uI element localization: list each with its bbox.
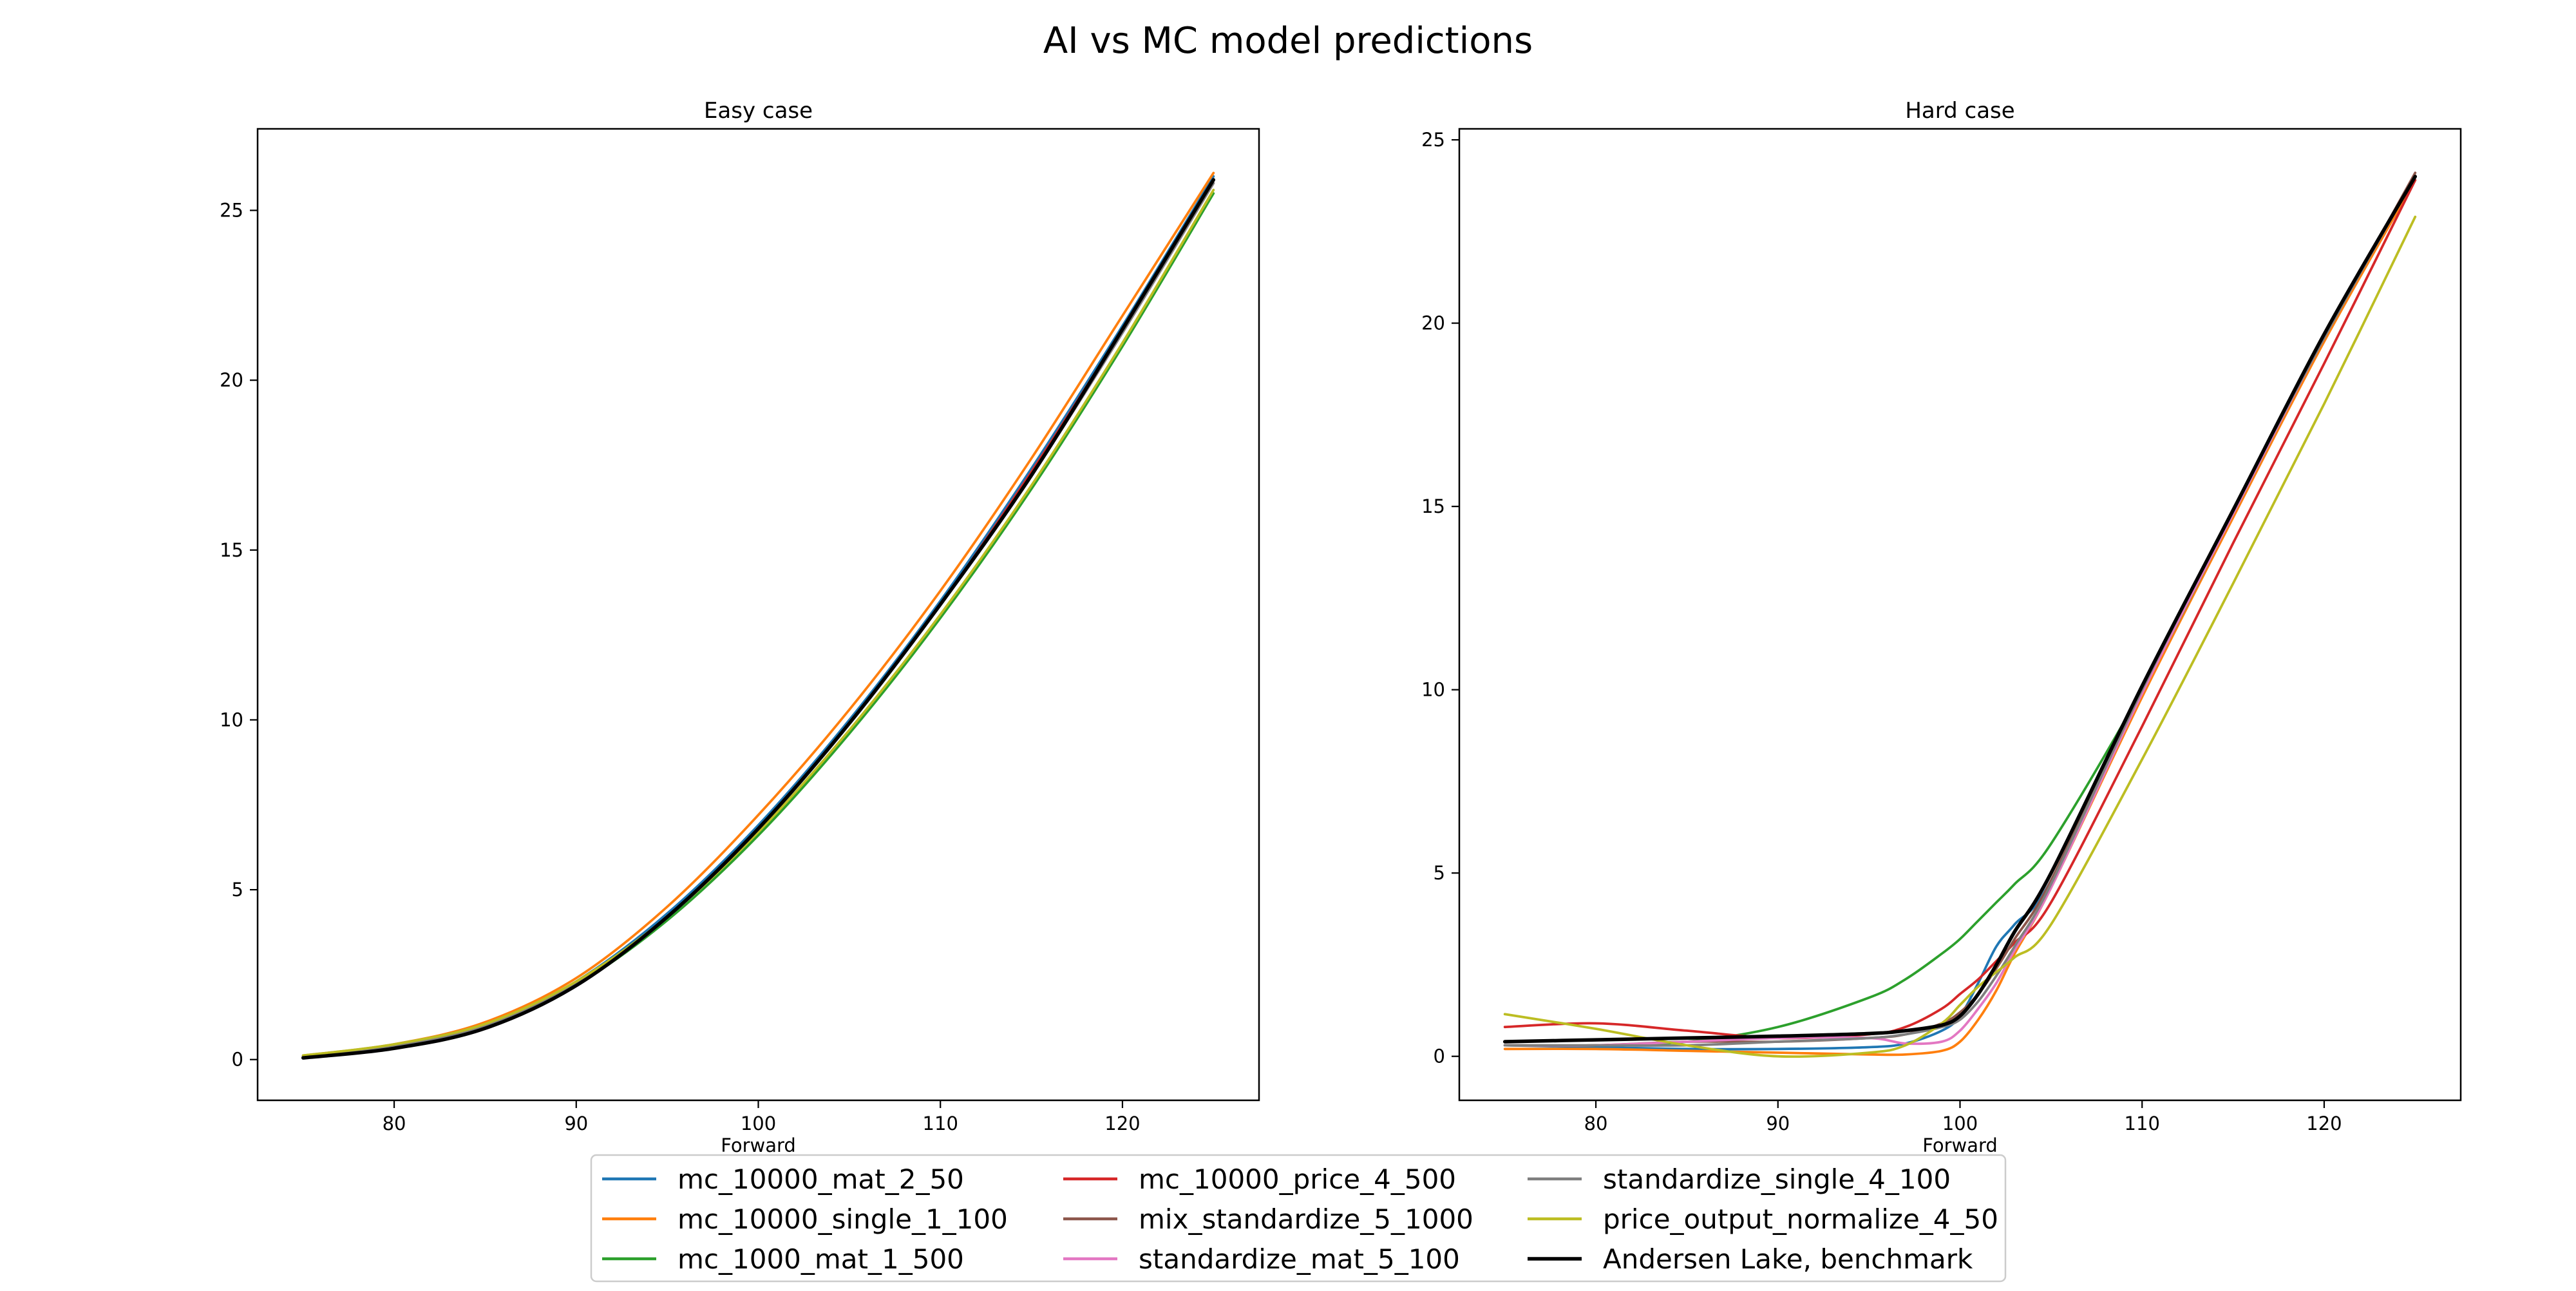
legend-label: standardize_mat_5_100 xyxy=(1139,1243,1460,1275)
legend-item-standardize-mat-5-100: standardize_mat_5_100 xyxy=(1063,1243,1460,1275)
series-line-standardize-single-4-100 xyxy=(301,182,1215,1058)
subplot-easy-case: 80 90 100 110 120 0 5 10 15 20 25 Easy case Forward xyxy=(220,98,1260,1156)
series-line-mc-1000-mat-1-500 xyxy=(301,192,1215,1058)
axes-frame xyxy=(256,128,1260,1102)
x-tick-label: 100 xyxy=(1942,1113,1978,1134)
series-line-mc-1000-mat-1-500 xyxy=(1503,175,2417,1047)
legend-label: standardize_single_4_100 xyxy=(1603,1163,1951,1195)
legend-item-standardize-single-4-100: standardize_single_4_100 xyxy=(1528,1163,1951,1195)
series-line-standardize-mat-5-100 xyxy=(1503,175,2417,1047)
legend-item-andersen-lake-benchmark: Andersen Lake, benchmark xyxy=(1528,1243,1973,1275)
y-tick-label: 25 xyxy=(220,200,243,222)
legend-item-mix-standardize-5-1000: mix_standardize_5_1000 xyxy=(1063,1203,1473,1235)
y-tick-label: 5 xyxy=(1434,862,1445,884)
x-tick-label: 90 xyxy=(564,1113,588,1134)
series-line-mc-10000-single-1-100 xyxy=(301,171,1215,1057)
series-line-mc-10000-mat-2-50 xyxy=(1503,175,2417,1051)
y-tick-label: 0 xyxy=(232,1049,243,1071)
x-tick-label: 120 xyxy=(1104,1113,1140,1134)
legend-label: price_output_normalize_4_50 xyxy=(1603,1203,1998,1235)
x-tick-label: 110 xyxy=(2125,1113,2160,1134)
legend-label: mc_10000_single_1_100 xyxy=(677,1203,1008,1235)
legend-item-price-output-normalize-4-50: price_output_normalize_4_50 xyxy=(1528,1203,1998,1235)
x-axis-label: Forward xyxy=(1922,1134,1998,1156)
subplot-hard-case: 80 90 100 110 120 0 5 10 15 20 25 Hard case Forward xyxy=(1421,98,2462,1156)
series-line-mc-10000-single-1-100 xyxy=(1503,178,2417,1057)
series-line-mix-standardize-5-1000 xyxy=(301,178,1215,1058)
legend-label: Andersen Lake, benchmark xyxy=(1603,1243,1973,1275)
x-tick-label: 80 xyxy=(1584,1113,1608,1134)
legend-item-mc-10000-price-4-500: mc_10000_price_4_500 xyxy=(1063,1163,1456,1195)
series-line-standardize-mat-5-100 xyxy=(301,182,1215,1058)
x-tick-label: 110 xyxy=(923,1113,958,1134)
x-tick-label: 80 xyxy=(383,1113,406,1134)
series-line-standardize-single-4-100 xyxy=(1503,175,2417,1047)
x-tick-label: 120 xyxy=(2306,1113,2342,1134)
y-tick-label: 15 xyxy=(1421,495,1445,517)
legend-label: mc_10000_price_4_500 xyxy=(1139,1163,1456,1195)
y-tick-label: 10 xyxy=(220,709,243,731)
legend-item-mc-10000-single-1-100: mc_10000_single_1_100 xyxy=(602,1203,1008,1235)
series-line-mc-10000-price-4-500 xyxy=(301,178,1215,1058)
subplot-title: Easy case xyxy=(704,98,813,124)
series-line-mc-10000-mat-2-50 xyxy=(301,175,1215,1058)
series-line-price-output-normalize-4-50 xyxy=(301,189,1215,1057)
series-line-andersen-lake-benchmark xyxy=(301,178,1216,1060)
axes-frame xyxy=(1458,128,2462,1102)
y-tick-label: 20 xyxy=(1421,312,1445,334)
legend-label: mc_1000_mat_1_500 xyxy=(677,1243,964,1275)
y-tick-label: 25 xyxy=(1421,129,1445,151)
y-tick-label: 10 xyxy=(1421,679,1445,701)
y-tick-label: 0 xyxy=(1434,1046,1445,1067)
x-tick-label: 90 xyxy=(1766,1113,1790,1134)
series-line-mc-10000-price-4-500 xyxy=(1503,178,2417,1040)
legend: mc_10000_mat_2_50mc_10000_single_1_100mc… xyxy=(590,1154,2007,1283)
subplot-title: Hard case xyxy=(1905,98,2014,124)
series-line-mix-standardize-5-1000 xyxy=(1503,171,2417,1047)
legend-label: mix_standardize_5_1000 xyxy=(1139,1203,1473,1235)
legend-frame xyxy=(590,1154,2007,1283)
x-tick-label: 100 xyxy=(741,1113,776,1134)
figure-title: AI vs MC model predictions xyxy=(1043,20,1533,62)
legend-label: mc_10000_mat_2_50 xyxy=(677,1163,964,1195)
series-line-price-output-normalize-4-50 xyxy=(1503,215,2417,1058)
x-axis-label: Forward xyxy=(721,1134,796,1156)
series-lines xyxy=(1502,171,2418,1058)
series-line-andersen-lake-benchmark xyxy=(1502,175,2418,1044)
y-tick-label: 15 xyxy=(220,539,243,561)
y-tick-label: 5 xyxy=(232,879,243,901)
legend-item-mc-10000-mat-2-50: mc_10000_mat_2_50 xyxy=(602,1163,964,1195)
legend-item-mc-1000-mat-1-500: mc_1000_mat_1_500 xyxy=(602,1243,964,1275)
series-lines xyxy=(301,171,1216,1060)
y-tick-label: 20 xyxy=(220,369,243,391)
